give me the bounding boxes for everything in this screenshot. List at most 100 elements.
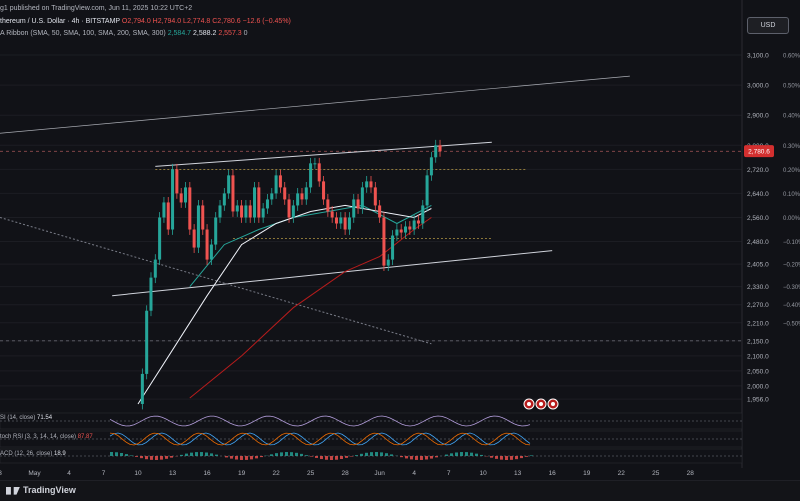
candle-body bbox=[413, 220, 416, 229]
macd-histogram-bar bbox=[170, 456, 173, 458]
time-tick-label: May bbox=[28, 470, 41, 477]
percent-tick-label: −0.50% bbox=[783, 321, 800, 327]
candle-body bbox=[171, 169, 174, 229]
macd-histogram-bar bbox=[425, 456, 428, 459]
macd-histogram-bar bbox=[295, 453, 298, 456]
candle-body bbox=[305, 187, 308, 199]
candle-body bbox=[175, 169, 178, 193]
macd-histogram-bar bbox=[240, 456, 243, 460]
price-tick-label: 3,000.0 bbox=[747, 83, 769, 90]
macd-histogram-bar bbox=[275, 453, 278, 456]
candle-body bbox=[266, 199, 269, 208]
macd-histogram-bar bbox=[335, 456, 338, 460]
tradingview-logo[interactable]: TradingView bbox=[6, 485, 76, 495]
published-line: g1 published on TradingView.com, Jun 11,… bbox=[0, 4, 192, 13]
price-tick-label: 2,405.0 bbox=[747, 262, 769, 269]
rsi-label: SI (14, close) 71.54 bbox=[0, 415, 52, 421]
price-tick-label: 2,900.0 bbox=[747, 113, 769, 120]
candle-body bbox=[395, 230, 398, 236]
macd-histogram-bar bbox=[145, 456, 148, 459]
candle-body bbox=[369, 181, 372, 187]
time-tick-label: 7 bbox=[102, 470, 106, 477]
macd-histogram-bar bbox=[140, 456, 143, 458]
candle-body bbox=[240, 205, 243, 217]
macd-histogram-bar bbox=[390, 454, 393, 456]
ohlc-change: −12.6 (−0.45%) bbox=[243, 18, 291, 25]
macd-histogram-bar bbox=[460, 452, 463, 456]
percent-tick-label: −0.10% bbox=[783, 240, 800, 246]
ohlc-open: O2,794.0 bbox=[122, 18, 151, 25]
time-tick-label: 19 bbox=[583, 470, 591, 477]
candle-body bbox=[313, 163, 316, 164]
price-tick-label: 2,480.0 bbox=[747, 239, 769, 246]
macd-histogram-bar bbox=[345, 456, 348, 458]
price-tick-label: 2,640.0 bbox=[747, 191, 769, 198]
macd-histogram-bar bbox=[530, 455, 533, 456]
macd-histogram-bar bbox=[200, 452, 203, 456]
macd-histogram-bar bbox=[405, 456, 408, 458]
time-tick-label: 22 bbox=[272, 470, 280, 477]
percent-tick-label: 0.50% bbox=[783, 84, 800, 90]
candle-body bbox=[400, 230, 403, 233]
candle-body bbox=[227, 175, 230, 193]
macd-histogram-bar bbox=[255, 456, 258, 458]
event-badge-icon bbox=[527, 402, 531, 406]
candle-body bbox=[210, 245, 213, 260]
currency-button[interactable]: USD bbox=[747, 17, 789, 34]
macd-histogram-bar bbox=[300, 454, 303, 456]
macd-histogram-bar bbox=[315, 456, 318, 458]
macd-histogram-bar bbox=[305, 455, 308, 456]
tradingview-brand: TradingView bbox=[23, 485, 76, 495]
candle-body bbox=[275, 175, 278, 193]
candle-body bbox=[262, 208, 265, 217]
price-tick-label: 1,956.0 bbox=[747, 397, 769, 404]
percent-tick-label: 0.10% bbox=[783, 192, 800, 198]
price-tick-label: 2,210.0 bbox=[747, 320, 769, 327]
macd-histogram-bar bbox=[205, 453, 208, 456]
time-tick-label: Jun bbox=[374, 470, 385, 477]
rsi-value: 71.54 bbox=[37, 415, 52, 421]
macd-histogram-bar bbox=[250, 456, 253, 459]
macd-histogram-bar bbox=[290, 452, 293, 456]
macd-histogram-bar bbox=[130, 455, 133, 456]
macd-histogram-bar bbox=[500, 456, 503, 460]
candle-body bbox=[149, 278, 152, 311]
time-tick-label: 22 bbox=[618, 470, 626, 477]
price-tick-label: 2,050.0 bbox=[747, 368, 769, 375]
candle-body bbox=[279, 175, 282, 187]
event-badge-icon bbox=[551, 402, 555, 406]
price-tick-label: 2,100.0 bbox=[747, 353, 769, 360]
percent-tick-label: 0.30% bbox=[783, 144, 800, 150]
candle-body bbox=[374, 187, 377, 205]
candle-body bbox=[145, 311, 148, 374]
ribbon-label[interactable]: A Ribbon (SMA, 50, SMA, 100, SMA, 200, S… bbox=[0, 30, 166, 37]
macd-histogram-bar bbox=[165, 456, 168, 459]
time-tick-label: 10 bbox=[134, 470, 142, 477]
candle-body bbox=[193, 230, 196, 248]
candle-body bbox=[257, 187, 260, 217]
ohlc-close: C2,780.6 bbox=[212, 18, 240, 25]
candle-body bbox=[231, 175, 234, 211]
time-tick-label: 25 bbox=[307, 470, 315, 477]
macd-histogram-bar bbox=[350, 456, 353, 457]
macd-histogram-bar bbox=[230, 456, 233, 459]
macd-histogram-bar bbox=[360, 454, 363, 456]
macd-histogram-bar bbox=[430, 456, 433, 459]
macd-histogram-bar bbox=[320, 456, 323, 459]
time-tick-label: 13 bbox=[514, 470, 522, 477]
time-tick-label: 28 bbox=[687, 470, 695, 477]
candle-body bbox=[339, 217, 342, 223]
macd-histogram-bar bbox=[310, 456, 313, 457]
percent-tick-label: −0.30% bbox=[783, 285, 800, 291]
percent-tick-label: −0.40% bbox=[783, 303, 800, 309]
price-tick-label: 2,000.0 bbox=[747, 383, 769, 390]
candle-body bbox=[344, 217, 347, 229]
tradingview-logo-icon bbox=[6, 487, 20, 495]
macd-histogram-bar bbox=[190, 453, 193, 456]
rsi-name: SI (14, close) bbox=[0, 415, 35, 421]
price-chart[interactable]: 1,956.02,000.02,050.02,100.02,150.02,210… bbox=[0, 0, 800, 480]
price-tick-label: 2,270.0 bbox=[747, 302, 769, 309]
symbol-name[interactable]: thereum / U.S. Dollar · 4h · BITSTAMP bbox=[0, 18, 120, 25]
event-badges[interactable] bbox=[524, 399, 558, 409]
candle-body bbox=[309, 163, 312, 187]
